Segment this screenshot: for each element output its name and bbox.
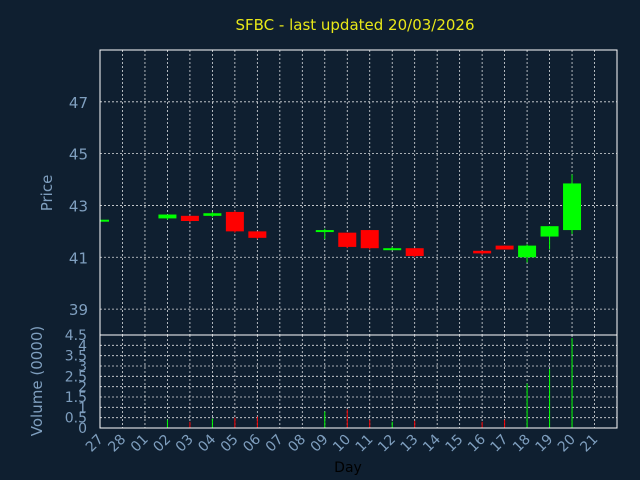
price-tick-label: 43 bbox=[69, 197, 88, 215]
volume-tick-label: 0.5 bbox=[65, 411, 87, 427]
candle-body bbox=[225, 211, 244, 232]
price-tick-label: 39 bbox=[69, 301, 88, 319]
price-axis: 39 41 43 45 47 bbox=[69, 94, 88, 319]
candle-body bbox=[540, 226, 559, 237]
volume-axis: 00.511.522.533.544.5 bbox=[65, 328, 87, 437]
candle-body bbox=[563, 183, 582, 231]
volume-tick-label: 3 bbox=[78, 359, 87, 375]
candle-body bbox=[100, 219, 109, 222]
volume-tick-label: 2.5 bbox=[65, 369, 87, 385]
candle-body bbox=[158, 214, 177, 219]
chart-title: SFBC - last updated 20/03/2026 bbox=[235, 16, 474, 34]
candle-body bbox=[360, 230, 379, 249]
volume-tick-label: 4 bbox=[78, 338, 87, 354]
volume-bars bbox=[166, 338, 573, 428]
candle-body bbox=[518, 245, 537, 258]
candle-body bbox=[405, 248, 424, 256]
volume-tick-label: 1.5 bbox=[65, 390, 87, 406]
volume-tick-label: 4.5 bbox=[65, 328, 87, 344]
price-tick-label: 45 bbox=[69, 146, 88, 164]
volume-axis-label: Volume (0000) bbox=[28, 326, 46, 436]
candle-body bbox=[473, 250, 492, 254]
candle-body bbox=[315, 230, 334, 233]
candles bbox=[100, 174, 582, 263]
candle-body bbox=[338, 232, 357, 247]
volume-tick-label: 2 bbox=[78, 380, 87, 396]
x-axis-label: Day bbox=[334, 460, 362, 476]
price-grid bbox=[100, 50, 617, 335]
volume-tick-label: 3.5 bbox=[65, 349, 87, 365]
x-axis: 2728010203040506070809101112131415161718… bbox=[83, 431, 601, 455]
candle-body bbox=[248, 231, 267, 238]
volume-panel-frame bbox=[99, 334, 618, 429]
price-axis-label: Price bbox=[38, 175, 56, 212]
candle-body bbox=[203, 213, 222, 216]
price-tick-label: 41 bbox=[69, 249, 88, 267]
candle-body bbox=[495, 245, 514, 250]
volume-tick-label: 0 bbox=[78, 421, 87, 437]
price-tick-label: 47 bbox=[69, 94, 88, 112]
volume-tick-label: 1 bbox=[78, 400, 87, 416]
candle-body bbox=[180, 215, 199, 221]
candle-body bbox=[383, 248, 402, 251]
